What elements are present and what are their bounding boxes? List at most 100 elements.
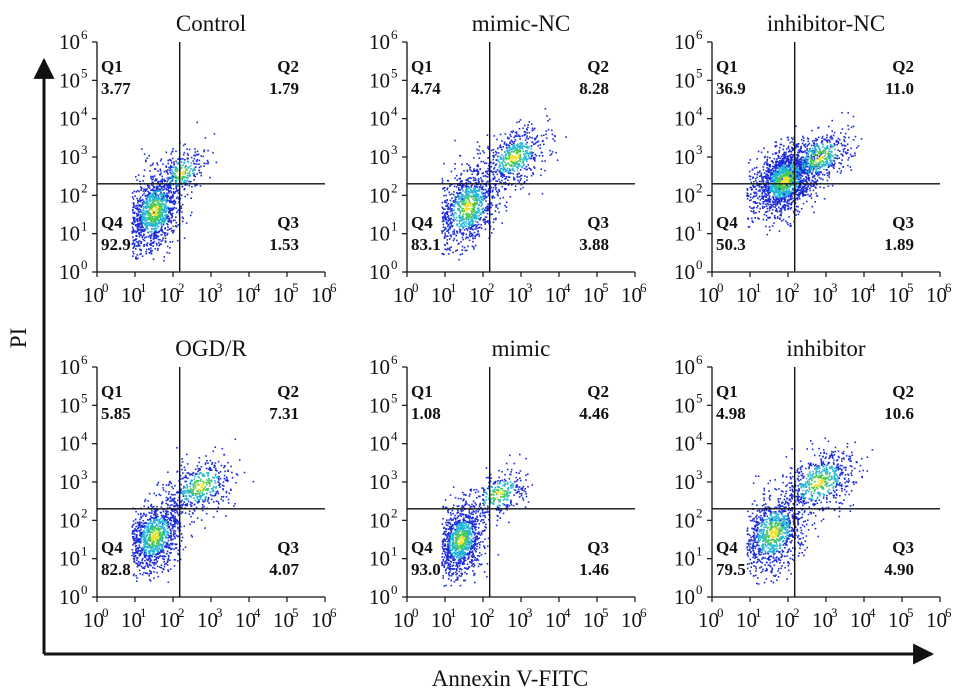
data-point — [799, 180, 802, 182]
data-point — [482, 219, 484, 221]
data-point — [137, 208, 139, 211]
data-point — [477, 223, 480, 226]
data-point — [787, 172, 790, 174]
data-point — [156, 244, 158, 246]
data-point — [498, 178, 500, 181]
data-point — [447, 230, 449, 232]
data-point — [770, 206, 772, 209]
data-point — [514, 139, 517, 141]
data-point — [143, 200, 145, 203]
data-point — [777, 202, 779, 205]
data-point — [511, 151, 513, 153]
data-point — [464, 208, 467, 210]
data-point — [153, 175, 156, 177]
data-point — [166, 229, 169, 231]
data-point — [157, 186, 159, 188]
data-point — [141, 204, 143, 207]
data-point — [765, 175, 767, 178]
data-point — [530, 169, 532, 171]
x-tick-exponent: 2 — [488, 280, 495, 295]
data-point — [466, 170, 469, 172]
data-point — [495, 186, 497, 189]
data-point — [801, 159, 804, 161]
data-point — [807, 178, 810, 181]
data-point — [473, 187, 475, 189]
data-point — [500, 173, 502, 175]
data-point — [520, 174, 523, 177]
data-point — [524, 146, 527, 148]
data-point — [178, 177, 180, 179]
data-point — [784, 154, 786, 157]
data-point — [132, 236, 134, 238]
data-point — [812, 175, 814, 177]
data-point — [500, 171, 502, 173]
data-point — [774, 164, 776, 166]
data-point — [476, 165, 478, 167]
data-point — [531, 123, 533, 125]
data-point — [779, 190, 782, 193]
data-point — [470, 216, 473, 218]
data-point — [144, 213, 147, 216]
data-point — [539, 147, 541, 149]
data-point — [512, 142, 515, 145]
data-point — [750, 193, 752, 195]
data-point — [164, 203, 167, 206]
data-point — [157, 202, 159, 205]
data-point — [796, 198, 799, 201]
data-point — [551, 129, 553, 132]
data-point — [798, 194, 801, 197]
data-point — [153, 195, 155, 198]
data-point — [830, 159, 833, 161]
data-point — [488, 165, 490, 167]
data-point — [136, 254, 139, 256]
data-point — [155, 198, 158, 200]
data-point — [805, 177, 808, 179]
data-point — [773, 192, 775, 194]
data-point — [139, 180, 141, 183]
data-point — [172, 201, 174, 204]
data-point — [799, 186, 802, 188]
data-point — [797, 173, 800, 176]
data-point — [797, 155, 799, 158]
data-point — [805, 159, 808, 162]
data-point — [137, 174, 140, 176]
data-point — [532, 172, 534, 174]
data-point — [445, 217, 447, 219]
data-point — [531, 127, 534, 130]
data-point — [509, 159, 511, 161]
data-point — [473, 205, 475, 207]
data-point — [793, 177, 795, 180]
data-point — [780, 188, 783, 191]
data-point — [787, 187, 790, 189]
data-point — [514, 135, 517, 138]
data-point — [467, 177, 470, 180]
data-point — [173, 203, 176, 206]
data-point — [459, 231, 461, 233]
data-point — [798, 189, 801, 192]
data-point — [184, 181, 186, 183]
data-point — [554, 140, 556, 142]
data-point — [486, 209, 489, 212]
data-point — [448, 247, 451, 249]
data-point — [495, 206, 497, 208]
data-point — [147, 216, 149, 219]
data-point — [452, 239, 455, 242]
data-point — [783, 167, 786, 170]
data-point — [808, 162, 810, 165]
data-point — [538, 155, 541, 157]
data-point — [156, 208, 159, 211]
data-point — [171, 201, 174, 203]
data-point — [528, 193, 530, 195]
data-point — [466, 200, 468, 203]
data-point — [787, 136, 789, 139]
data-point — [152, 191, 155, 193]
data-point — [160, 191, 162, 194]
data-point — [131, 196, 134, 198]
data-point — [801, 165, 804, 167]
data-point — [154, 247, 157, 250]
data-point — [517, 151, 519, 154]
data-point — [135, 258, 138, 260]
data-point — [142, 229, 144, 232]
data-point — [769, 190, 771, 192]
data-point — [444, 226, 446, 229]
